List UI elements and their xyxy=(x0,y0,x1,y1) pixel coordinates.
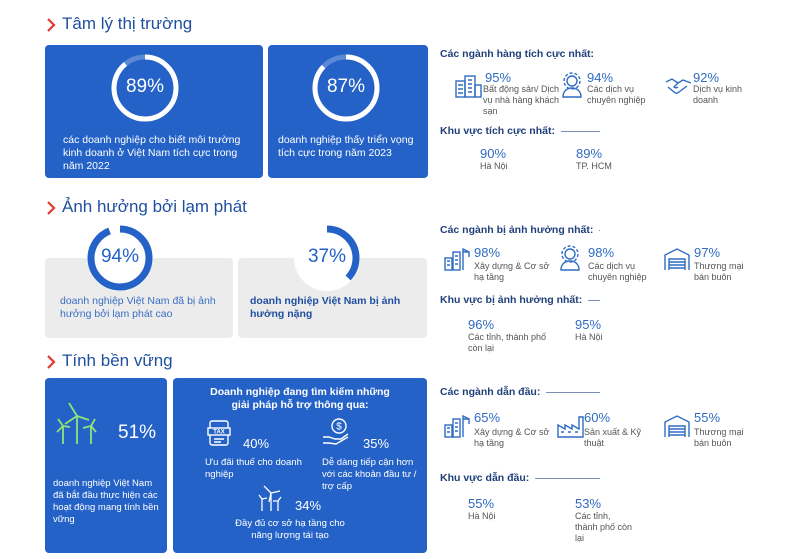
ring-label: 37% xyxy=(307,246,347,267)
icon: $ xyxy=(323,418,349,445)
icon xyxy=(557,416,584,438)
ring-arc xyxy=(294,225,360,291)
card xyxy=(173,378,427,553)
item-label: Đầy đủ cơ sở hạ tầng cho năng lượng tái … xyxy=(235,518,345,541)
item-label: Hà Nội xyxy=(468,511,496,521)
item-value: 96% xyxy=(468,317,495,332)
item-label: Xây dựng & Cơ sở hạ tầng xyxy=(474,427,550,448)
section-title: Tính bền vững xyxy=(62,351,173,370)
item-label: Thương mại bán buôn xyxy=(694,427,744,448)
item-label: TP. HCM xyxy=(576,161,612,171)
icon xyxy=(664,248,690,270)
icon xyxy=(562,72,582,98)
chevron xyxy=(47,355,56,369)
item-value: 98% xyxy=(474,245,501,260)
item-value: 94% xyxy=(587,70,614,85)
group-heading: Các ngành dẫn đầu: xyxy=(440,386,547,398)
icon xyxy=(444,414,470,438)
item-value: 65% xyxy=(474,410,501,425)
ring-label: 87% xyxy=(326,76,366,97)
item-value: 90% xyxy=(480,146,507,161)
item-value: 95% xyxy=(575,317,602,332)
item-value: 95% xyxy=(485,70,512,85)
section-title: Ảnh hưởng bởi lạm phát xyxy=(62,197,247,216)
icon xyxy=(665,78,692,94)
icon xyxy=(444,247,470,271)
item-label: Hà Nội xyxy=(480,161,508,171)
item-label: Các dịch vụ chuyên nghiệp xyxy=(588,261,647,282)
group-heading: Khu vực tích cực nhất: xyxy=(440,125,561,137)
item-label: Dễ dàng tiếp cận hơn với các khoản đầu t… xyxy=(322,457,417,492)
item-value: 92% xyxy=(693,70,720,85)
svg-text:$: $ xyxy=(336,422,342,433)
item-label: Các tỉnh, thành phố còn lại xyxy=(575,511,633,543)
item-label: Sản xuất & Kỹ thuật xyxy=(584,427,642,448)
ring-label: 89% xyxy=(125,76,165,97)
item-value: 98% xyxy=(588,245,615,260)
item-value: 60% xyxy=(584,410,611,425)
item-value: 97% xyxy=(694,245,721,260)
icon xyxy=(56,402,97,444)
ring-arc xyxy=(312,54,380,122)
item-label: Bất động sản/ Dịch vụ nhà hàng khách sạn xyxy=(483,84,560,116)
ring-label: 94% xyxy=(100,246,140,267)
card xyxy=(45,378,167,553)
chevron xyxy=(47,201,56,215)
ring-arc xyxy=(111,54,179,122)
ring xyxy=(294,225,360,291)
icon xyxy=(560,245,580,271)
item-label: Ưu đãi thuế cho doanh nghiệp xyxy=(205,457,302,480)
group-heading: Khu vực dẫn đầu: xyxy=(440,472,536,484)
card-text: các doanh nghiệp cho biết môi trường kin… xyxy=(63,134,241,172)
section-title: Tâm lý thị trường xyxy=(62,14,193,33)
item-value: 55% xyxy=(468,496,495,511)
icon xyxy=(664,415,690,437)
item-label: Thương mại bán buôn xyxy=(694,261,744,282)
card-text: doanh nghiệp Việt Nam đã bị ảnh hưởng bở… xyxy=(60,295,216,320)
card-text: doanh nghiệp Việt Nam đã bắt đầu thực hi… xyxy=(53,478,159,525)
icon xyxy=(455,75,482,98)
ring-disk xyxy=(87,225,153,291)
icon xyxy=(258,485,282,511)
ring xyxy=(312,54,380,122)
group-heading: Các ngành bị ảnh hưởng nhất: xyxy=(440,224,600,236)
ring-arc xyxy=(87,225,153,291)
chevron xyxy=(47,18,56,32)
card xyxy=(45,45,263,178)
group-heading: Các ngành hàng tích cực nhất: xyxy=(440,48,601,60)
icon: TAX xyxy=(207,420,231,446)
item-label: Hà Nội xyxy=(575,332,603,342)
item-value: 53% xyxy=(575,496,602,511)
item-label: Các dịch vụ chuyên nghiệp xyxy=(587,84,646,105)
card-text: doanh nghiệp thấy triển vọng tích cực tr… xyxy=(278,134,414,159)
ring xyxy=(111,54,179,122)
ring xyxy=(87,225,153,291)
card-text: doanh nghiệp Việt Nam bị ảnh hưởng nặng xyxy=(250,295,401,320)
item-value: 55% xyxy=(694,410,721,425)
item-label: Dịch vụ kinh doanh xyxy=(693,84,743,105)
item-value: 40% xyxy=(243,436,270,451)
item-value: 35% xyxy=(363,436,390,451)
item-value: 89% xyxy=(576,146,603,161)
item-label: Xây dựng & Cơ sở hạ tầng xyxy=(474,261,550,282)
item-value: 34% xyxy=(295,498,322,513)
card xyxy=(268,45,428,178)
ring-disk xyxy=(294,225,360,291)
stat: 51% xyxy=(118,422,157,443)
group-heading: Khu vực bị ảnh hưởng nhất: xyxy=(440,294,589,306)
svg-text:TAX: TAX xyxy=(213,430,225,436)
item-label: Các tỉnh, thành phố còn lại xyxy=(468,332,547,353)
card-title: Doanh nghiệp đang tìm kiếm những giải ph… xyxy=(210,386,390,411)
